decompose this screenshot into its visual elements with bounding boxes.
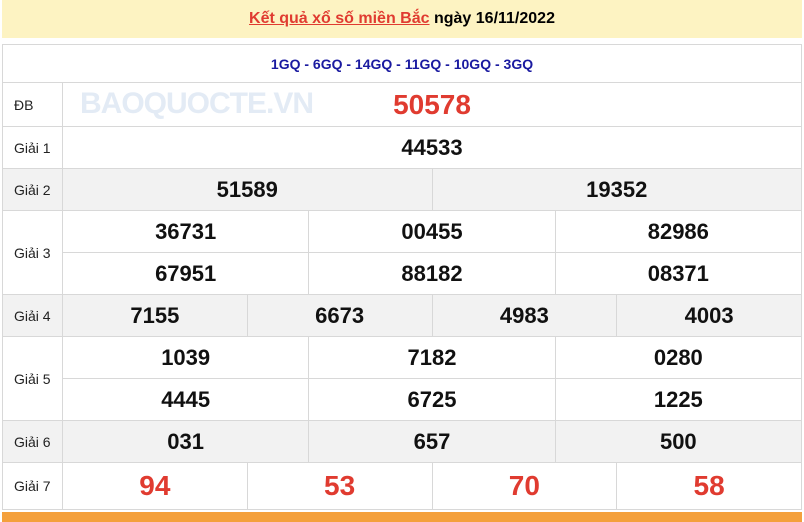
prize-row: Giải 1 44533 (3, 126, 801, 168)
prize-number: 4983 (431, 295, 617, 336)
prize-number: 19352 (431, 169, 802, 210)
prize-number: 7182 (308, 337, 554, 378)
prize-number: 6725 (308, 379, 554, 420)
prize-number: 657 (308, 421, 554, 462)
prize-label: Giải 2 (3, 169, 63, 210)
prize-label: Giải 5 (3, 337, 63, 420)
prize-label: Giải 4 (3, 295, 63, 336)
prize-number: 70 (431, 463, 617, 509)
prize-number: 82986 (554, 211, 801, 252)
prize-number: 88182 (308, 253, 554, 294)
prize-number: 50578 (393, 88, 471, 120)
prize-number: 4445 (161, 386, 211, 412)
prize-row: Giải 3 36731 00455 82986 67951 88182 08371 (3, 210, 801, 294)
prize-number: 4003 (616, 295, 801, 336)
prize-number: 36731 (155, 218, 217, 244)
prize-row: Giải 4 7155 6673 4983 4003 (3, 294, 801, 336)
prize-label: Giải 6 (3, 421, 63, 462)
prize-number: 44533 (401, 134, 463, 160)
watermark: BAOQUOCTE.VN (80, 87, 314, 120)
prize-label: Giải 1 (3, 127, 63, 168)
prize-row: Giải 5 1039 7182 0280 4445 6725 1225 (3, 336, 801, 420)
prize-number: 0280 (554, 337, 801, 378)
prize-row: Giải 2 51589 19352 (3, 168, 801, 210)
prize-label: ĐB (3, 83, 63, 126)
prize-row: Giải 7 94 53 70 58 (3, 462, 801, 509)
date-text: ngày 16/11/2022 (433, 10, 555, 27)
prize-row: Giải 6 031 657 500 (3, 420, 801, 462)
results-header: Kết quả xổ số miền Bắc ngày 16/11/2022 (2, 0, 802, 38)
prize-number: 94 (139, 470, 171, 501)
prize-number: 031 (167, 428, 205, 454)
footer-bar (2, 512, 802, 522)
prize-label: Giải 3 (3, 211, 63, 294)
results-table: 1GQ - 6GQ - 14GQ - 11GQ - 10GQ - 3GQ ĐB 5… (2, 44, 802, 510)
title-link[interactable]: Kết quả xổ số miền Bắc (249, 10, 430, 27)
prize-label: Giải 7 (3, 463, 63, 509)
prize-codes: 1GQ - 6GQ - 14GQ - 11GQ - 10GQ - 3GQ (270, 55, 534, 72)
prize-number: 7155 (130, 302, 180, 328)
prize-number: 1225 (554, 379, 801, 420)
prize-number: 6673 (246, 295, 432, 336)
prize-number: 1039 (161, 344, 211, 370)
prize-number: 58 (616, 463, 801, 509)
prize-number: 53 (246, 463, 432, 509)
prize-number: 500 (554, 421, 801, 462)
prize-number: 08371 (554, 253, 801, 294)
prize-number: 00455 (308, 211, 554, 252)
prize-number: 51589 (216, 176, 278, 202)
prize-number: 67951 (155, 260, 217, 286)
prize-row: ĐB 50578 (3, 82, 801, 126)
